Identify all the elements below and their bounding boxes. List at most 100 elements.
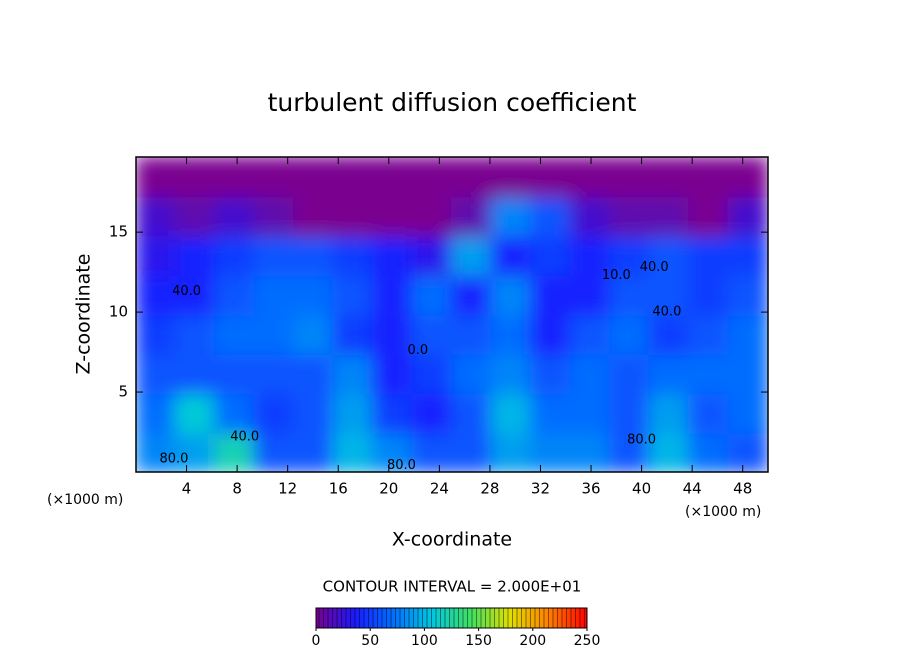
plot-frame — [135, 156, 769, 473]
field-cell — [174, 234, 216, 277]
colorbar-tick-label: 0 — [312, 633, 321, 649]
field-cell — [411, 274, 453, 316]
field-cell — [136, 313, 177, 355]
field-cell — [214, 157, 256, 198]
field-cell — [569, 234, 611, 277]
field-cell — [214, 274, 256, 316]
field-cell — [332, 392, 374, 434]
field-cell — [253, 274, 295, 316]
field-cell — [293, 157, 335, 198]
field-cell — [648, 195, 690, 237]
field-cell — [688, 431, 730, 472]
field-cell — [136, 195, 177, 237]
field-cell — [332, 274, 374, 316]
contour-label: 40.0 — [652, 305, 681, 320]
field-cell — [136, 392, 177, 434]
field-cell — [451, 392, 493, 434]
contour-label: 80.0 — [387, 458, 416, 473]
field-cell — [727, 234, 768, 277]
field-cell — [727, 313, 768, 355]
x-axis-label: X-coordinate — [392, 529, 512, 551]
x-tick-label: 8 — [232, 480, 242, 498]
field-cell — [214, 313, 256, 355]
field-cell — [293, 234, 335, 277]
x-tick-label: 32 — [531, 480, 550, 498]
field-cell — [569, 195, 611, 237]
field-cell — [293, 195, 335, 237]
field-cell — [372, 431, 414, 472]
field-cell — [253, 313, 295, 355]
field-cell — [411, 234, 453, 277]
field-cell — [136, 274, 177, 316]
field-cell — [688, 234, 730, 277]
field-cell — [609, 313, 651, 355]
field-cell — [609, 274, 651, 316]
y-tick-label: 5 — [118, 383, 128, 401]
field-cell — [332, 157, 374, 198]
x-unit-label: (×1000 m) — [685, 504, 761, 520]
field-cell — [174, 195, 216, 237]
x-tick-label: 28 — [480, 480, 499, 498]
field-cell — [609, 431, 651, 472]
field-cell — [174, 352, 216, 395]
field-cell — [411, 431, 453, 472]
field-cell — [411, 313, 453, 355]
field-cell — [648, 431, 690, 472]
field-cell — [411, 392, 453, 434]
field-cell — [214, 352, 256, 395]
contour-label: 0.0 — [408, 343, 429, 358]
x-unit-label: (×1000 m) — [47, 492, 123, 508]
field-cell — [530, 274, 572, 316]
field-cell — [451, 431, 493, 472]
field-cell — [214, 195, 256, 237]
cells — [136, 157, 768, 472]
field — [136, 157, 768, 472]
field-cell — [214, 392, 256, 434]
field-cell — [332, 431, 374, 472]
colorbar-tick-label: 200 — [519, 633, 546, 649]
contour-label: 40.0 — [172, 284, 201, 299]
field-cell — [293, 431, 335, 472]
field-cell — [648, 234, 690, 277]
field-cell — [490, 431, 532, 472]
contour-label: 40.0 — [640, 260, 669, 275]
field-cell — [411, 352, 453, 395]
field-cell — [174, 313, 216, 355]
field-cell — [648, 157, 690, 198]
colorbar-tick-label: 250 — [574, 633, 601, 649]
x-tick-label: 48 — [733, 480, 752, 498]
field-cell — [648, 313, 690, 355]
field-cell — [451, 234, 493, 277]
field-cell — [372, 392, 414, 434]
field-cell — [293, 274, 335, 316]
field-cell — [569, 313, 611, 355]
field-cell — [136, 157, 177, 198]
field-cell — [530, 392, 572, 434]
field-cell — [648, 392, 690, 434]
field-cell — [530, 234, 572, 277]
field-cell — [293, 313, 335, 355]
field-cell — [253, 157, 295, 198]
x-tick-label: 16 — [329, 480, 348, 498]
field-cell — [688, 274, 730, 316]
field-cell — [293, 352, 335, 395]
field-cell — [253, 392, 295, 434]
field-cell — [451, 195, 493, 237]
x-tick-label: 24 — [430, 480, 449, 498]
field-cell — [609, 234, 651, 277]
overlay: 40.0 80.0 80.0 80.0 40.0 10.0 40.0 40.0 0.0 — [136, 157, 768, 473]
field-cell — [569, 274, 611, 316]
x-tick-label: 44 — [683, 480, 702, 498]
field-cell — [174, 157, 216, 198]
x-tick-label: 36 — [581, 480, 600, 498]
field-cell — [688, 352, 730, 395]
field-cell — [372, 195, 414, 237]
field-cell — [490, 157, 532, 198]
field-cell — [451, 352, 493, 395]
colorbar-tick-label: 150 — [465, 633, 492, 649]
field-cell — [174, 431, 216, 472]
field-cell — [648, 352, 690, 395]
field-cell — [648, 274, 690, 316]
